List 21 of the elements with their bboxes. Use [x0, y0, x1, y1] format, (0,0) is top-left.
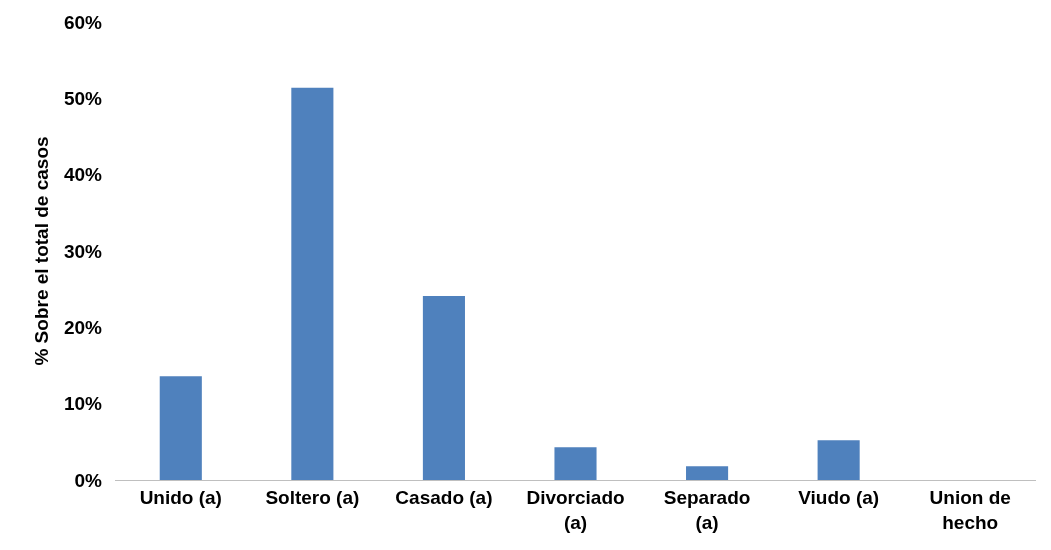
bar: [291, 87, 334, 480]
x-tick-label: Separado (a): [663, 486, 751, 533]
x-tick-label: Divorciado (a): [526, 486, 625, 533]
y-tick-label: 30%: [63, 240, 103, 262]
y-tick-label: 20%: [63, 316, 103, 338]
bar: [422, 296, 465, 480]
x-tick-label: Union de hecho: [929, 486, 1011, 533]
bar: [554, 447, 597, 480]
x-tick-label: Casado (a): [395, 486, 493, 508]
y-tick-label: 10%: [63, 393, 103, 415]
bar: [686, 466, 729, 480]
y-tick-label: 40%: [63, 164, 103, 186]
x-tick-label: Unido (a): [139, 486, 222, 508]
y-tick-label: 50%: [63, 87, 103, 109]
bar: [817, 440, 860, 480]
y-axis-title: % Sobre el total de casos: [30, 136, 52, 366]
x-tick-label: Viudo (a): [798, 486, 880, 508]
y-tick-label: 60%: [63, 11, 103, 33]
bar: [159, 376, 202, 480]
y-tick-label: 0%: [74, 469, 103, 491]
x-tick-label: Soltero (a): [265, 486, 360, 508]
